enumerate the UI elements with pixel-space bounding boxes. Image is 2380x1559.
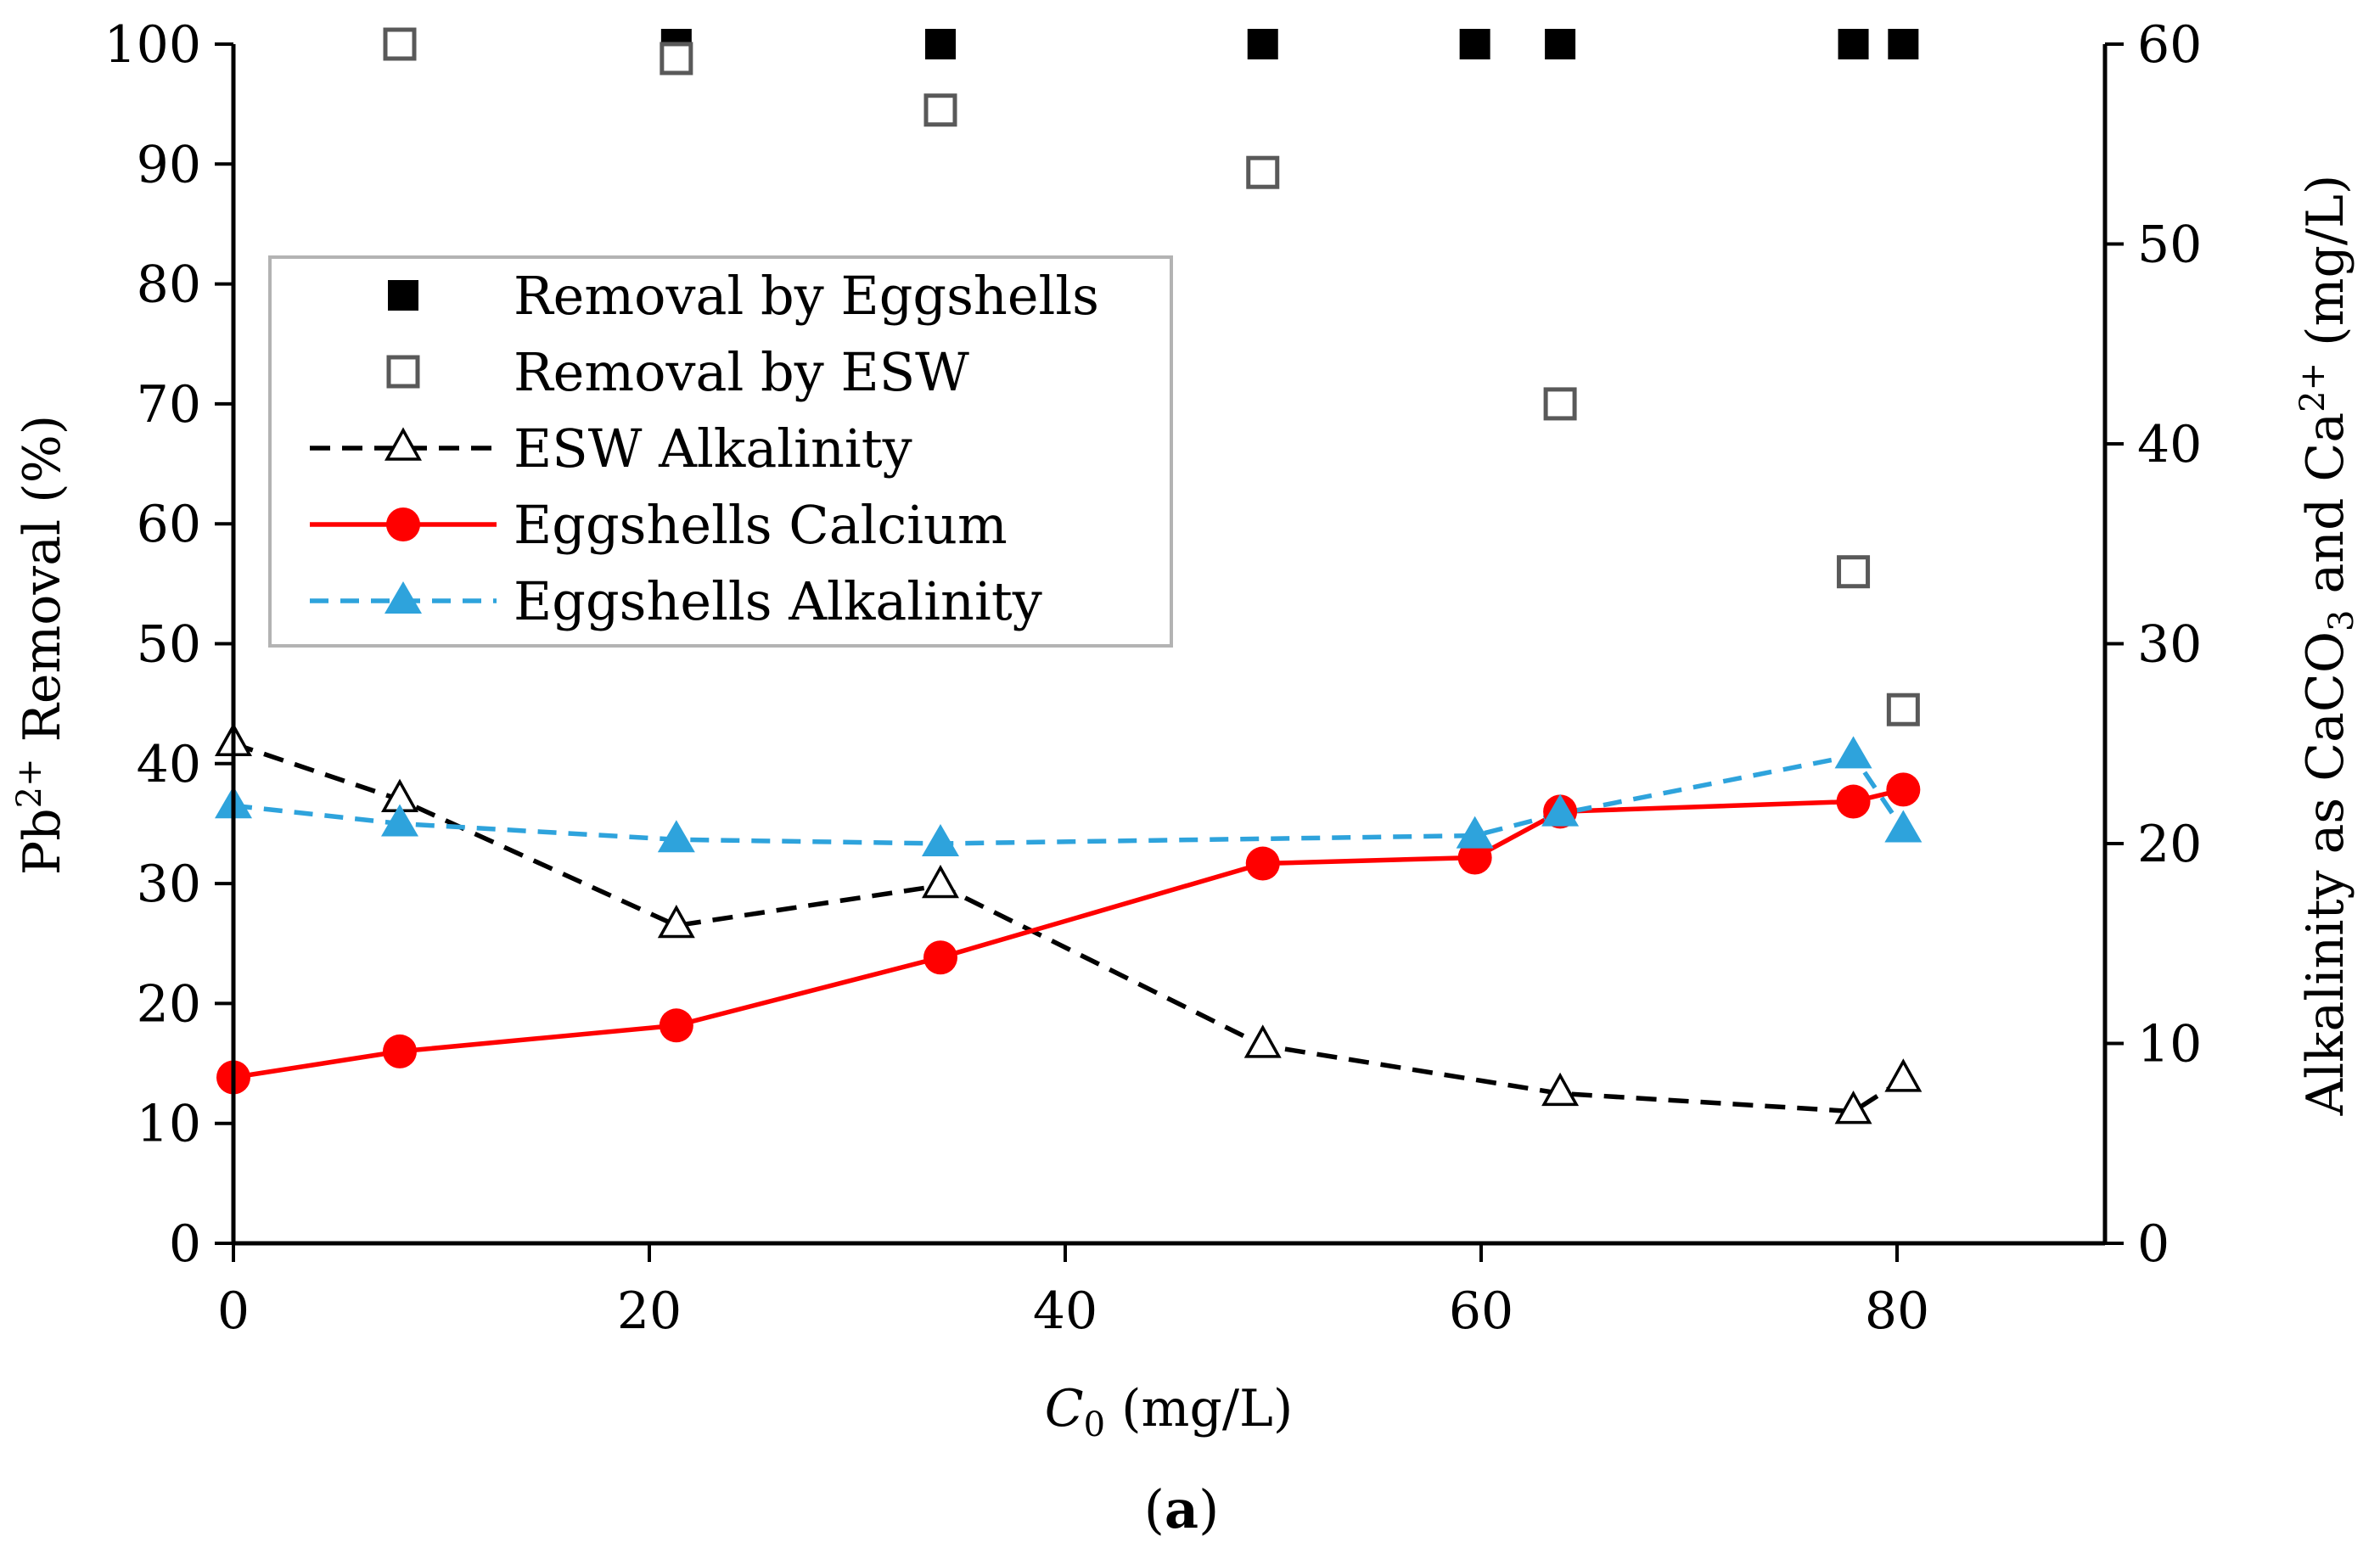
series-1-point-2 [923,93,957,127]
y-right-tick-label-1: 10 [2137,1015,2202,1074]
y-axis-left-title-part-2: Removal (%) [13,415,72,759]
y-axis-right-title-part-2: and Ca [2296,412,2355,610]
x-tick-label-4: 80 [1865,1281,1929,1341]
y-axis-right-title-superscript: 2+ [2293,362,2332,412]
figure-caption-letter: a [1165,1478,1198,1540]
series-3-point-7 [1836,784,1871,819]
figure-caption-close: ) [1198,1478,1219,1540]
series-2-point-4 [1243,1024,1282,1058]
legend-marker-2 [385,427,422,461]
y-axis-left-title: Pb2+ Removal (%) [10,415,72,875]
y-left-tick-label-6: 60 [137,495,201,554]
y-right-tick-label-5: 50 [2137,216,2202,275]
y-left-tick-label-2: 20 [137,974,201,1034]
series-4-point-7 [1884,810,1923,843]
figure-caption-open: ( [1144,1478,1165,1540]
series-1-point-5 [1837,555,1871,589]
legend-marker-0 [388,280,418,311]
legend-label-0: Removal by Eggshells [514,265,1099,327]
y-left-tick-label-9: 90 [137,135,201,194]
series-4-point-3 [922,824,959,856]
series-1-point-6 [1886,693,1920,726]
legend-label-3: Eggshells Calcium [514,494,1008,556]
y-right-tick-label-0: 0 [2137,1214,2170,1274]
y-left-tick-label-0: 0 [169,1214,201,1274]
legend-marker-3 [386,508,420,541]
y-left-tick-label-7: 70 [137,375,201,435]
legend-label-1: Removal by ESW [514,341,969,403]
x-axis-title-symbol: C [1045,1379,1084,1438]
series-4-point-5 [1541,794,1580,827]
series-2-point-6 [1834,1090,1872,1124]
series-0-point-2 [925,29,956,59]
x-tick-label-3: 60 [1449,1281,1513,1341]
series-3-point-8 [1886,772,1921,807]
y-right-tick-label-4: 40 [2137,415,2202,474]
legend-label-4: Eggshells Alkalinity [514,570,1042,632]
figure-caption: (a) [1144,1478,1220,1540]
y-axis-right-title-subscript-3: 3 [2322,610,2361,631]
series-4-point-6 [1834,736,1872,769]
series-0-point-3 [1247,29,1278,59]
y-left-tick-label-4: 40 [137,735,201,794]
series-3-point-5 [1457,840,1492,875]
series-0-point-5 [1545,29,1576,59]
series-3-point-1 [383,1034,417,1068]
x-tick-label-0: 0 [217,1281,250,1341]
y-left-tick-label-8: 80 [137,255,201,315]
series-4-point-1 [381,804,418,837]
legend-marker-1 [386,355,420,389]
series-layer [215,27,1923,1124]
y-axis-right-title-part-0: Alkalinity as CaCO [2296,631,2355,1116]
y-axis-left-title-superscript: 2+ [10,758,49,808]
ticks-layer: 0 20 40 60 80 0 10 20 30 40 50 60 70 80 90 100 0 10 20 30 40… [104,15,2202,1341]
series-2-point-5 [1541,1072,1580,1107]
y-axis-left-title-part-0: Pb [13,808,72,875]
series-2-point-3 [922,864,959,899]
series-1-point-4 [1543,387,1577,421]
legend-box [268,255,1173,648]
legend-marker-4 [385,581,422,614]
y-axis-right-title-part-4: (mg/L) [2296,175,2355,362]
x-axis-title: C0 (mg/L) [1045,1379,1294,1444]
y-right-tick-label-3: 30 [2137,615,2202,675]
y-left-tick-label-3: 30 [137,855,201,914]
y-right-tick-label-2: 20 [2137,815,2202,874]
y-right-tick-label-6: 60 [2137,15,2202,75]
x-axis-title-subscript: 0 [1084,1405,1105,1444]
series-0-point-4 [1459,29,1490,59]
series-line-2 [233,741,1905,1114]
y-left-tick-label-10: 100 [104,15,201,75]
x-tick-label-2: 40 [1033,1281,1097,1341]
series-3-point-3 [923,940,957,975]
series-3-point-4 [1245,846,1280,881]
legend-label-2: ESW Alkalinity [514,418,912,479]
x-axis-title-rest: (mg/L) [1105,1379,1293,1438]
y-left-tick-label-5: 50 [137,615,201,675]
series-0-point-6 [1838,29,1869,59]
series-1-point-3 [1246,155,1280,189]
series-1-point-0 [383,27,417,61]
series-1-point-1 [660,42,693,76]
series-2-point-7 [1884,1058,1923,1092]
y-left-tick-label-1: 10 [137,1095,201,1154]
series-0-point-7 [1888,29,1919,59]
legend: Removal by Eggshells Removal by ESW ESW Al… [268,255,1173,648]
x-tick-label-1: 20 [617,1281,682,1341]
series-4-point-2 [657,820,695,853]
y-axis-right-title: Alkalinity as CaCO3 and Ca2+ (mg/L) [2293,175,2361,1117]
series-3-point-2 [659,1008,693,1043]
series-4-point-4 [1456,816,1494,849]
series-2-point-2 [657,904,695,939]
